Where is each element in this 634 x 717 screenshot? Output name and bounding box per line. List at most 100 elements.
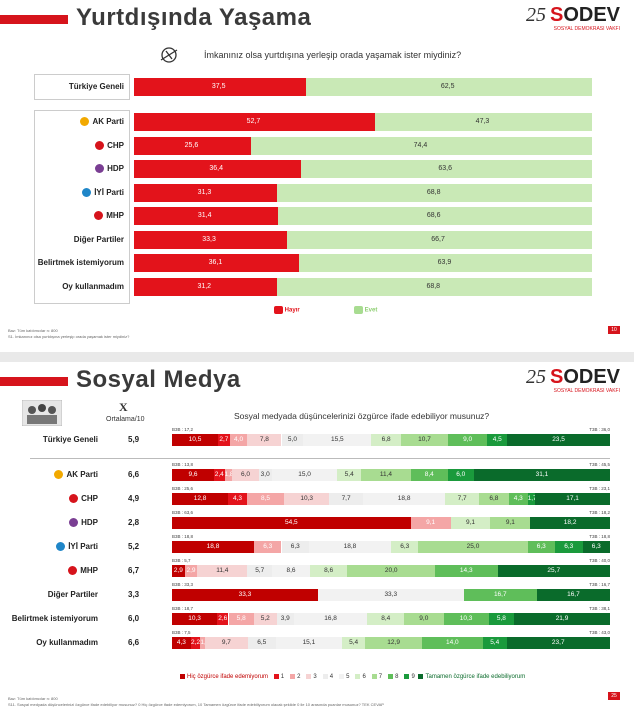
legend-swatch-2: [290, 674, 296, 679]
b3b-label: B3B : 13,8: [172, 462, 194, 467]
scale-segment: 16,7: [536, 589, 610, 601]
sodev-logo: 25 SODEV SOSYAL DEMOKRASI VAKFI: [525, 4, 620, 32]
value-label-hayir: 31,4: [197, 212, 212, 219]
footnote-question: S11. Sosyal medyada düşüncelerinizi özgü…: [8, 702, 384, 707]
row-label: İYİ Parti: [82, 188, 124, 198]
scale-segment: 18,2: [530, 517, 610, 529]
value-label-evet: 66,7: [431, 236, 445, 243]
scale-segment: 18,8: [308, 541, 391, 553]
scale-segment: 16,7: [463, 589, 537, 601]
scale-segment: 4,3: [172, 637, 191, 649]
scale-segment: 2,2: [190, 637, 201, 649]
bar-hayir: [134, 160, 301, 178]
scale-segment: 9,1: [490, 517, 531, 529]
t3b-label: T3B : 18,2: [589, 510, 610, 515]
b3b-label: B3B : 5,7: [172, 558, 191, 563]
value-label-hayir: 36,4: [209, 165, 223, 172]
scale-segment: 15,1: [275, 637, 342, 649]
party-logo-icon: [56, 542, 66, 552]
row-label: Türkiye Geneli: [68, 82, 124, 91]
bar-evet: [375, 113, 592, 131]
scale-segment: 6,3: [391, 541, 419, 553]
row-label: Belirtmek istemiyorum: [37, 258, 124, 267]
average-value: 6,7: [128, 566, 140, 575]
row-label: Oy kullanmadım: [36, 638, 98, 647]
scale-segment: 10,3: [172, 613, 218, 625]
scale-segment: 25,0: [418, 541, 528, 553]
bar-evet: [305, 78, 592, 96]
scale-segment: 1,8: [224, 469, 233, 481]
thumbs-down-icon: [274, 306, 283, 314]
scale-segment: 5,4: [337, 469, 362, 481]
scale-segment: 1,7: [527, 493, 536, 505]
legend-swatch-0: [180, 674, 185, 679]
legend-num: 5: [346, 674, 350, 681]
b3b-label: B3B : 18,7: [172, 606, 194, 611]
scale-segment: 9,0: [447, 434, 488, 446]
value-label-evet: 74,4: [413, 142, 428, 149]
bar-hayir: [134, 231, 287, 249]
t3b-label: T3B : 36,0: [589, 427, 610, 432]
row-label: Diğer Partiler: [47, 590, 98, 599]
party-logo-icon: [95, 164, 105, 174]
scale-segment: 2,6: [217, 613, 229, 625]
scale-segment: 8,5: [246, 493, 285, 505]
scale-segment: 9,1: [450, 517, 491, 529]
scale-segment: 25,7: [497, 565, 610, 577]
party-logo-icon: [68, 566, 78, 576]
average-header: Ortalama/10: [106, 416, 145, 423]
scale-segment: 5,0: [281, 434, 304, 446]
scale-segment: 15,5: [303, 434, 372, 446]
scale-segment: 7,7: [329, 493, 363, 505]
scale-segment: 16,8: [293, 613, 368, 625]
legend-num: 6: [362, 674, 366, 681]
b3b-label: B3B : 33,3: [172, 582, 194, 587]
scale-segment: 54,5: [172, 517, 411, 529]
legend-num: 4: [329, 674, 334, 681]
average-symbol: X: [119, 400, 128, 414]
bar-hayir: [134, 278, 277, 296]
legend-num: 7: [378, 674, 383, 681]
value-label-hayir: 37,5: [211, 83, 226, 90]
legend-num: 9: [411, 674, 415, 681]
legend-no: Hayır: [274, 306, 300, 314]
bar-hayir: [134, 113, 376, 131]
t3b-label: T3B : 38,1: [589, 606, 610, 611]
scale-segment: 5,4: [341, 637, 366, 649]
scale-segment: 8,4: [410, 469, 448, 481]
average-value: 4,9: [128, 494, 140, 503]
scale-segment: 8,6: [272, 565, 310, 577]
scale-segment: 12,9: [365, 637, 422, 649]
scale-segment: 10,3: [443, 613, 489, 625]
slide-title: Sosyal Medya: [76, 366, 241, 393]
scale-segment: 5,2: [253, 613, 277, 625]
label-frame-parties: [34, 110, 130, 304]
scale-segment: 2,4: [214, 469, 225, 481]
row-label: CHP: [69, 494, 98, 504]
row-label: Diğer Partiler: [73, 235, 124, 244]
scale-segment: 33,3: [317, 589, 464, 601]
t3b-label: T3B : 23,1: [589, 486, 610, 491]
separator-line: [30, 458, 610, 459]
scale-segment: 31,1: [473, 469, 610, 481]
scale-segment: 23,7: [506, 637, 610, 649]
footnote-base: Baz: Tüm katılımcılar n: 800: [8, 696, 58, 701]
t3b-label: T3B : 43,0: [589, 630, 610, 635]
bar-evet: [251, 137, 592, 155]
bar-evet: [286, 231, 592, 249]
legend-swatch-4: [322, 674, 328, 679]
scale-segment: 9,1: [410, 517, 451, 529]
scale-segment: 14,0: [421, 637, 483, 649]
b3b-label: B3B : 7,5: [172, 630, 191, 635]
legend-swatch-6: [355, 674, 361, 679]
row-label: MHP: [68, 566, 98, 576]
party-logo-icon: [69, 494, 79, 504]
value-label-evet: 68,8: [426, 283, 441, 290]
legend-swatch-10: [418, 674, 424, 679]
title-accent-bar: [0, 15, 68, 24]
scale-segment: 2,9: [184, 565, 198, 577]
scale-segment: 5,7: [247, 565, 273, 577]
row-label: Belirtmek istemiyorum: [11, 614, 98, 623]
value-label-evet: 62,5: [440, 83, 455, 90]
scale-segment: 18,8: [172, 541, 255, 553]
